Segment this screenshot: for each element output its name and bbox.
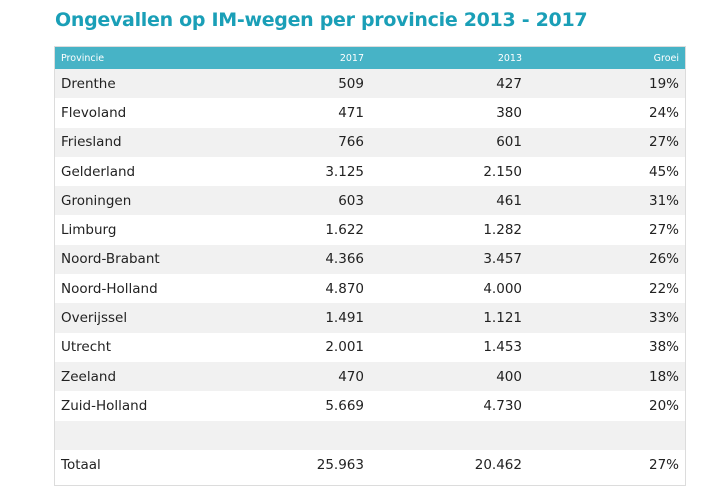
cell-2017: 4.366 [223,244,370,275]
cell-2017: 25.963 [223,449,370,480]
table-title: Ongevallen op IM-wegen per provincie 201… [55,9,588,31]
cell-provincie: Limburg [55,215,223,245]
cell-groei: 33% [528,303,685,333]
cell-provincie: Utrecht [55,332,223,362]
cell-groei: 38% [528,332,685,362]
cell-2017: 509 [223,69,370,99]
cell-2017: 4.870 [223,274,370,304]
spacer-cell [370,420,528,450]
cell-groei: 18% [528,361,685,392]
cell-2013: 4.000 [370,274,528,304]
cell-2013: 1.282 [370,215,528,245]
table-row: Gelderland 3.125 2.150 45% [55,156,685,187]
cell-groei: 20% [528,391,685,421]
cell-2013: 1.121 [370,303,528,333]
accidents-table: Provincie 2017 2013 Groei Drenthe 509 427 1… [55,47,685,480]
table-row: Utrecht 2.001 1.453 38% [55,332,685,362]
cell-groei: 24% [528,98,685,128]
cell-2013: 4.730 [370,391,528,421]
cell-provincie: Noord-Holland [55,274,223,304]
accidents-table-container: Provincie 2017 2013 Groei Drenthe 509 427 1… [54,46,686,486]
cell-provincie: Friesland [55,127,223,157]
cell-2013: 3.457 [370,244,528,275]
table-row: Zeeland 470 400 18% [55,361,685,392]
table-row: Zuid-Holland 5.669 4.730 20% [55,391,685,421]
table-spacer-row [55,420,685,450]
cell-2013: 20.462 [370,449,528,480]
cell-groei: 45% [528,156,685,187]
table-header-row: Provincie 2017 2013 Groei [55,47,685,69]
cell-groei: 19% [528,69,685,99]
table-row: Noord-Holland 4.870 4.000 22% [55,274,685,304]
cell-groei: 26% [528,244,685,275]
cell-provincie: Drenthe [55,69,223,99]
table-row: Limburg 1.622 1.282 27% [55,215,685,245]
cell-provincie: Zeeland [55,361,223,392]
cell-2017: 766 [223,127,370,157]
spacer-cell [223,420,370,450]
cell-2017: 470 [223,361,370,392]
table-row: Overijssel 1.491 1.121 33% [55,303,685,333]
table-row: Flevoland 471 380 24% [55,98,685,128]
cell-2017: 1.491 [223,303,370,333]
table-total-row: Totaal 25.963 20.462 27% [55,449,685,480]
cell-provincie: Overijssel [55,303,223,333]
cell-provincie: Groningen [55,186,223,216]
table-body: Drenthe 509 427 19% Flevoland 471 380 24% Friesl… [55,69,685,480]
table-row: Groningen 603 461 31% [55,186,685,216]
cell-groei: 27% [528,215,685,245]
cell-provincie: Noord-Brabant [55,244,223,275]
table-row: Drenthe 509 427 19% [55,69,685,99]
cell-2017: 3.125 [223,156,370,187]
column-header-2013: 2013 [370,47,528,69]
spacer-cell [55,420,223,450]
cell-provincie: Zuid-Holland [55,391,223,421]
cell-groei: 22% [528,274,685,304]
table-row: Friesland 766 601 27% [55,127,685,157]
cell-2017: 603 [223,186,370,216]
cell-provincie: Flevoland [55,98,223,128]
cell-2013: 461 [370,186,528,216]
cell-2013: 2.150 [370,156,528,187]
cell-groei: 27% [528,127,685,157]
column-header-groei: Groei [528,47,685,69]
cell-2013: 601 [370,127,528,157]
spacer-cell [528,420,685,450]
cell-2017: 1.622 [223,215,370,245]
cell-2013: 1.453 [370,332,528,362]
cell-groei: 31% [528,186,685,216]
cell-2017: 2.001 [223,332,370,362]
column-header-2017: 2017 [223,47,370,69]
cell-provincie: Totaal [55,449,223,480]
cell-2013: 427 [370,69,528,99]
column-header-provincie: Provincie [55,47,223,69]
cell-2017: 5.669 [223,391,370,421]
table-row: Noord-Brabant 4.366 3.457 26% [55,244,685,275]
cell-provincie: Gelderland [55,156,223,187]
cell-2017: 471 [223,98,370,128]
cell-groei: 27% [528,449,685,480]
cell-2013: 400 [370,361,528,392]
cell-2013: 380 [370,98,528,128]
